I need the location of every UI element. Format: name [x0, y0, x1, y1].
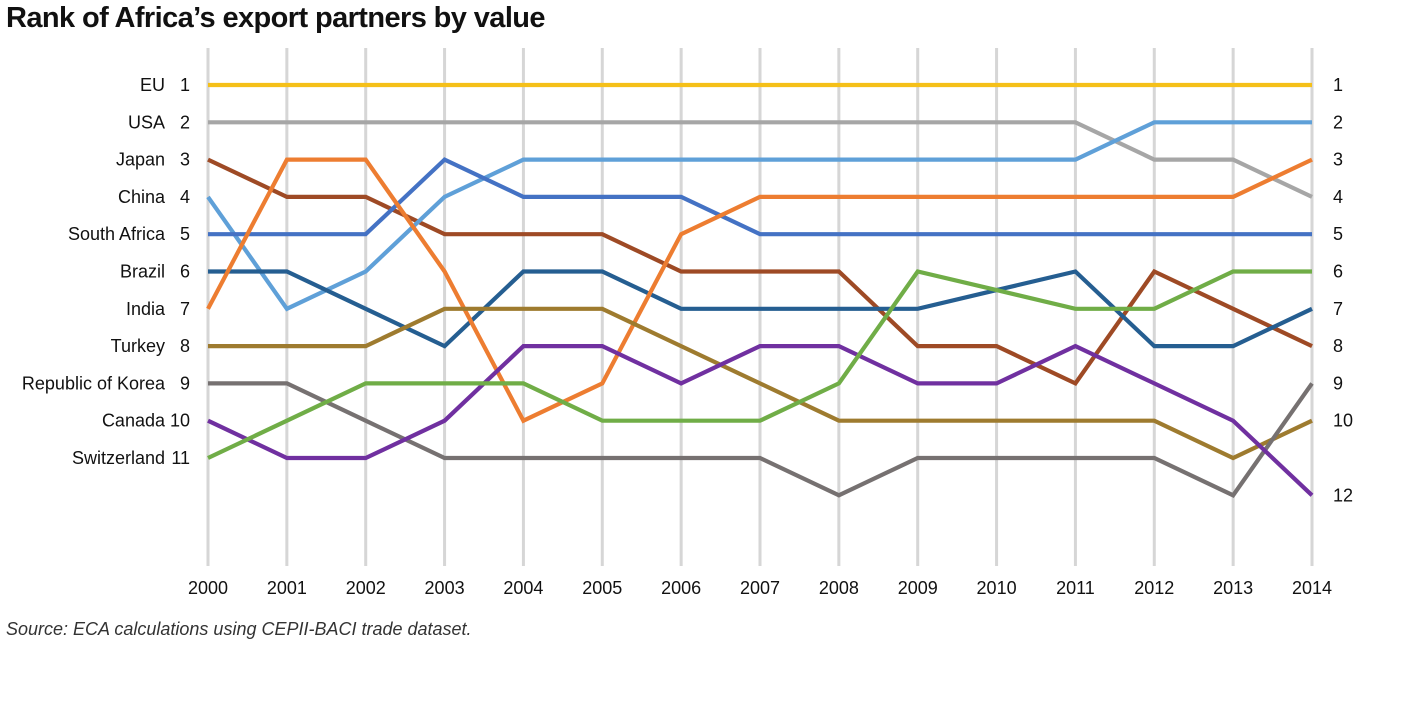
chart-title: Rank of Africa’s export partners by valu… — [6, 2, 546, 34]
left-series-label: South Africa — [68, 224, 166, 244]
x-tick-label: 2007 — [740, 578, 780, 598]
series-line-republic-of-korea — [208, 381, 1314, 498]
right-rank-tick: 3 — [1333, 150, 1343, 170]
right-rank-tick: 2 — [1333, 112, 1343, 132]
left-series-label: USA — [128, 112, 165, 132]
x-tick-label: 2006 — [661, 578, 701, 598]
left-series-label: Republic of Korea — [22, 373, 166, 393]
x-tick-label: 2002 — [346, 578, 386, 598]
right-rank-tick: 5 — [1333, 224, 1343, 244]
series-line-india — [206, 157, 1313, 424]
left-rank-tick: 7 — [180, 299, 190, 319]
x-tick-label: 2012 — [1134, 578, 1174, 598]
left-axis-labels: EU 1 USA 2 Japan 3 China 4 South Africa 5 Brazil 6I… — [22, 75, 190, 468]
x-tick-label: 2005 — [582, 578, 622, 598]
right-rank-tick: 7 — [1333, 299, 1343, 319]
right-rank-tick: 1 — [1333, 75, 1343, 95]
left-rank-tick: 10 — [170, 411, 190, 431]
x-tick-label: 2003 — [425, 578, 465, 598]
x-tick-label: 2010 — [977, 578, 1017, 598]
x-tick-label: 2011 — [1056, 578, 1095, 598]
right-rank-tick: 8 — [1333, 336, 1343, 356]
x-axis-labels: 2000 2001 2002 2003 2004 2005 2006 2007 2008 2009… — [188, 578, 1332, 598]
left-series-label: EU — [140, 75, 165, 95]
left-rank-tick: 8 — [180, 336, 190, 356]
series-line-canada — [207, 343, 1314, 497]
x-tick-label: 2013 — [1213, 578, 1253, 598]
x-tick-label: 2000 — [188, 578, 228, 598]
left-rank-tick: 6 — [180, 262, 190, 282]
left-series-label: Switzerland — [72, 448, 165, 468]
x-tick-label: 2014 — [1292, 578, 1332, 598]
left-rank-tick: 3 — [180, 150, 190, 170]
right-rank-tick: 12 — [1333, 485, 1353, 505]
right-rank-tick: 9 — [1333, 373, 1343, 393]
left-rank-tick: 5 — [180, 224, 190, 244]
x-tick-label: 2009 — [898, 578, 938, 598]
left-rank-tick: 4 — [180, 187, 190, 207]
left-series-label: Turkey — [111, 336, 165, 356]
x-tick-label: 2008 — [819, 578, 859, 598]
left-series-label: Brazil — [120, 262, 165, 282]
series-line-south-africa — [208, 157, 1312, 237]
left-rank-tick: 11 — [171, 448, 190, 468]
left-rank-tick: 2 — [180, 112, 190, 132]
series-line-switzerland — [207, 269, 1312, 460]
left-rank-tick: 9 — [180, 373, 190, 393]
right-rank-tick: 4 — [1333, 187, 1343, 207]
left-series-label: India — [126, 299, 166, 319]
series-line-usa — [208, 120, 1313, 199]
x-tick-label: 2004 — [503, 578, 543, 598]
series-line-turkey — [208, 306, 1313, 461]
left-series-label: Canada — [102, 411, 166, 431]
left-rank-tick: 1 — [180, 75, 190, 95]
series-line-china — [206, 120, 1312, 312]
x-tick-label: 2001 — [267, 578, 307, 598]
left-series-label: China — [118, 187, 166, 207]
series-line-brazil — [208, 269, 1313, 349]
series-lines — [206, 82, 1314, 498]
right-rank-tick: 6 — [1333, 262, 1343, 282]
left-series-label: Japan — [116, 150, 165, 170]
right-rank-tick: 10 — [1333, 411, 1353, 431]
source-note: Source: ECA calculations using CEPII-BAC… — [6, 619, 472, 639]
